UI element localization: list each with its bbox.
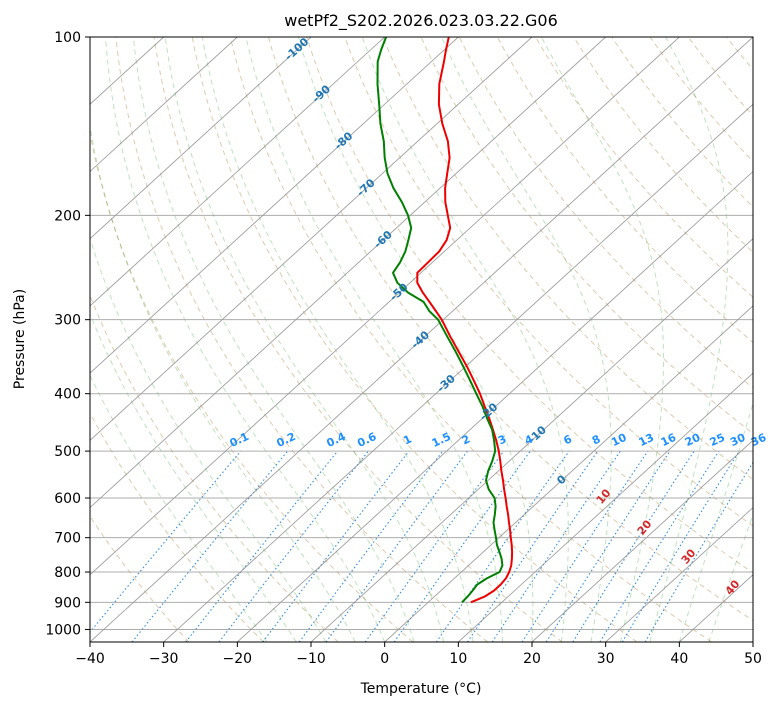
dry-adiabat-line <box>90 412 264 642</box>
isotherm-line <box>310 238 753 642</box>
mixing-ratio-line <box>185 450 339 642</box>
mixing-ratio-line <box>131 450 289 642</box>
moist-adiabat-line <box>245 37 503 642</box>
x-tick-label: −20 <box>223 651 253 667</box>
y-tick-label: 400 <box>54 387 81 403</box>
dry-adiabat-line <box>90 293 339 642</box>
moist-adiabat-line <box>441 37 612 642</box>
moist-adiabat-line <box>90 236 327 642</box>
y-tick-label: 1000 <box>45 622 81 638</box>
mixing-ratio-label: 30 <box>728 431 748 449</box>
mixing-ratio-label: 25 <box>708 431 727 449</box>
moist-adiabat-line <box>90 312 297 642</box>
x-tick-label: 30 <box>597 651 615 667</box>
pressure-gridlines <box>90 37 753 630</box>
mixing-ratio-line <box>545 450 671 642</box>
isotherm-line <box>90 37 753 642</box>
x-axis: −40 −30 −20 −10 0 10 20 30 40 50 <box>75 642 762 667</box>
y-axis: 100 200 300 400 500 600 700 800 900 1000 <box>45 30 90 638</box>
chart-title: wetPf2_S202.2026.023.03.22.G06 <box>284 11 558 31</box>
isotherm-lines <box>90 37 753 642</box>
x-tick-label: −30 <box>149 651 179 667</box>
isotherm-line <box>90 37 680 576</box>
isotherm-line <box>384 305 753 642</box>
y-tick-label: 300 <box>54 313 81 329</box>
isotherm-line <box>605 506 753 642</box>
isotherm-line <box>90 37 606 509</box>
dry-adiabat-line <box>268 37 753 622</box>
moist-adiabat-line <box>90 123 356 642</box>
mixing-ratio-line <box>521 450 649 642</box>
x-tick-label: 20 <box>523 651 541 667</box>
temperature-profile-line <box>416 37 514 604</box>
mixing-ratio-label: 36 <box>749 431 769 449</box>
dewpoint-profile-line <box>376 37 504 604</box>
mixing-ratio-line <box>467 450 599 642</box>
mixing-ratio-label: 16 <box>659 431 679 449</box>
moist-adiabat-line <box>90 374 268 642</box>
y-axis-label: Pressure (hPa) <box>12 289 28 389</box>
x-tick-label: 50 <box>744 651 762 667</box>
mixing-ratio-label: 20 <box>683 431 703 449</box>
x-tick-label: −10 <box>296 651 326 667</box>
moist-adiabat-line <box>361 37 569 642</box>
mixing-ratio-labels: 0.1 0.2 0.4 0.6 1 1.5 2 3 4 6 8 10 13 16 20 25 30 36 <box>228 430 769 450</box>
dry-adiabat-line <box>306 37 753 574</box>
moist-adiabat-line <box>164 37 445 642</box>
moist-adiabat-line <box>649 37 729 642</box>
isotherm-line <box>531 439 753 642</box>
mixing-ratio-label: 13 <box>637 431 656 449</box>
y-tick-label: 200 <box>54 208 81 224</box>
x-tick-label: −40 <box>75 651 105 667</box>
sounding-profiles <box>376 37 514 604</box>
mixing-ratio-line <box>364 450 505 642</box>
moist-adiabat-line <box>105 37 386 642</box>
mixing-ratio-label: 10 <box>609 431 629 449</box>
moist-adiabat-line <box>678 401 753 642</box>
x-tick-label: 40 <box>670 651 688 667</box>
dry-adiabat-line <box>153 37 563 642</box>
mixing-ratio-line <box>298 450 444 642</box>
dry-adiabat-line <box>90 515 190 642</box>
y-tick-label: 500 <box>54 444 81 460</box>
moist-adiabat-line <box>297 37 534 642</box>
y-tick-label: 700 <box>54 531 81 547</box>
isotherm-line <box>90 37 312 240</box>
mixing-ratio-line <box>621 450 740 642</box>
y-tick-label: 900 <box>54 595 81 611</box>
y-tick-label: 100 <box>54 30 81 46</box>
isotherm-line <box>237 170 753 642</box>
y-tick-label: 600 <box>54 491 81 507</box>
plot-frame <box>89 36 754 643</box>
mixing-ratio-line <box>572 450 695 642</box>
isotherm-line <box>458 372 753 642</box>
x-axis-label: Temperature (°C) <box>360 681 482 697</box>
y-tick-label: 800 <box>54 565 81 581</box>
mixing-ratio-lines <box>90 450 753 642</box>
dry-adiabat-line <box>115 37 488 642</box>
x-tick-label: 10 <box>449 651 467 667</box>
isotherm-line <box>163 103 753 642</box>
mixing-ratio-line <box>325 450 468 642</box>
dry-adiabat-line <box>191 37 638 642</box>
mixing-ratio-line <box>90 450 242 633</box>
mixing-ratio-line <box>491 450 621 642</box>
dry-adiabat-line <box>496 37 753 344</box>
isotherm-line <box>90 37 385 307</box>
isotherm-line <box>90 37 459 374</box>
dry-adiabat-line <box>458 37 753 389</box>
mixing-ratio-line <box>435 450 570 642</box>
isotherm-line <box>90 37 533 441</box>
moist-adiabat-line <box>201 37 474 642</box>
mixing-ratio-line <box>262 450 410 642</box>
isotherm-line <box>90 37 238 173</box>
x-tick-label: 0 <box>380 651 389 667</box>
